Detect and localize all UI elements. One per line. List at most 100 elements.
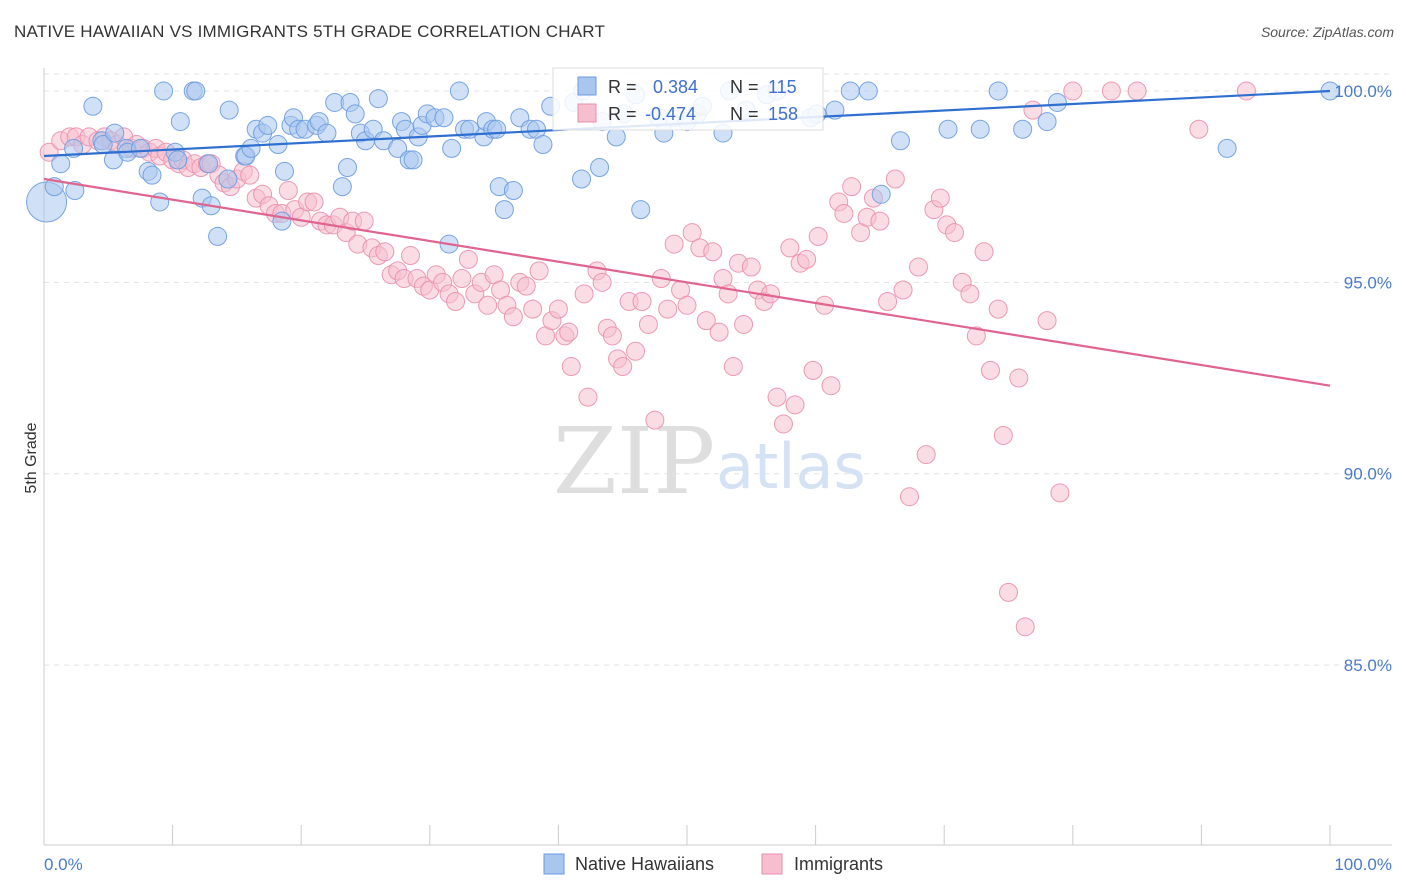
- immigrant-point: [561, 357, 581, 377]
- native-hawaiian-point: [219, 100, 239, 120]
- legend-swatch-native-hawaiians: [543, 853, 565, 875]
- immigrant-point: [908, 257, 928, 277]
- native-hawaiian-point: [606, 127, 626, 147]
- native-hawaiian-point: [487, 119, 507, 139]
- immigrant-point: [974, 242, 994, 262]
- native-hawaiian-point: [258, 115, 278, 135]
- native-hawaiian-point: [168, 150, 188, 170]
- immigrant-point: [834, 203, 854, 223]
- native-hawaiian-point: [442, 138, 462, 158]
- native-hawaiian-point: [317, 123, 337, 143]
- native-hawaiian-point: [403, 150, 423, 170]
- stats-n-value-1: 115: [768, 77, 797, 97]
- immigrant-point: [664, 234, 684, 254]
- native-hawaiian-point: [51, 154, 71, 174]
- native-hawaiian-point: [825, 100, 845, 120]
- immigrant-point: [966, 326, 986, 346]
- stats-swatch-immigrants: [577, 103, 597, 123]
- native-hawaiian-point: [434, 108, 454, 128]
- immigrant-point: [516, 276, 536, 296]
- immigrant-point: [734, 314, 754, 334]
- immigrant-point: [1015, 617, 1035, 637]
- immigrants-points: [39, 81, 1256, 637]
- immigrant-point: [401, 246, 421, 266]
- native-hawaiian-point: [274, 161, 294, 181]
- native-hawaiian-point: [208, 226, 228, 246]
- immigrant-point: [559, 322, 579, 342]
- native-hawaiian-point: [272, 211, 292, 231]
- native-hawaiian-point: [337, 158, 357, 178]
- stats-legend-box: R = 0.384 N = 115 R = -0.474 N = 158: [552, 67, 824, 131]
- native-hawaiian-point: [130, 138, 150, 158]
- native-hawaiian-point: [503, 180, 523, 200]
- immigrant-point: [1127, 81, 1147, 101]
- immigrant-point: [870, 211, 890, 231]
- immigrant-point: [529, 261, 549, 281]
- immigrant-point: [988, 299, 1008, 319]
- immigrant-point: [278, 180, 298, 200]
- immigrant-point: [578, 387, 598, 407]
- immigrant-point: [893, 280, 913, 300]
- immigrant-point: [458, 249, 478, 269]
- native-hawaiian-point: [533, 135, 553, 155]
- immigrant-point: [767, 387, 787, 407]
- stats-r-value-2: -0.474: [645, 104, 696, 124]
- immigrant-point: [677, 295, 697, 315]
- native-hawaiian-point: [1047, 92, 1067, 112]
- native-hawaiian-point: [1037, 112, 1057, 132]
- immigrant-point: [548, 299, 568, 319]
- stats-n-label-2: N =: [730, 104, 759, 124]
- immigrant-point: [899, 487, 919, 507]
- immigrant-point: [1189, 119, 1209, 139]
- immigrant-point: [797, 249, 817, 269]
- native-hawaiian-point: [572, 169, 592, 189]
- native-hawaiian-point: [590, 158, 610, 178]
- native-hawaiian-point: [64, 138, 84, 158]
- native-hawaiian-point: [345, 104, 365, 124]
- immigrant-point: [980, 360, 1000, 380]
- native-hawaiian-point: [170, 112, 190, 132]
- native-hawaiian-point: [494, 200, 514, 220]
- stats-n-label-1: N =: [730, 77, 759, 97]
- x-tick-label-max: 100.0%: [1334, 855, 1392, 874]
- immigrant-point: [304, 192, 324, 212]
- immigrant-point: [780, 238, 800, 258]
- x-tick-label-min: 0.0%: [44, 855, 83, 874]
- immigrant-point: [1063, 81, 1083, 101]
- native-hawaiian-point: [332, 177, 352, 197]
- native-hawaiian-point: [631, 200, 651, 220]
- native-hawaiian-point: [105, 123, 125, 143]
- y-tick-label: 85.0%: [1344, 656, 1392, 675]
- y-tick-label: 95.0%: [1344, 273, 1392, 292]
- immigrant-point: [1009, 368, 1029, 388]
- immigrant-point: [703, 242, 723, 262]
- watermark-zip: ZIP: [553, 408, 715, 515]
- native-hawaiian-point: [368, 89, 388, 109]
- immigrant-point: [944, 223, 964, 243]
- trend-line-immigrants: [43, 177, 1331, 387]
- native-hawaiian-point: [988, 81, 1008, 101]
- immigrant-point: [503, 307, 523, 327]
- y-tick-label: 90.0%: [1344, 465, 1392, 484]
- y-axis-label: 5th Grade: [23, 422, 40, 493]
- legend-label-native-hawaiians: Native Hawaiians: [575, 854, 714, 874]
- native-hawaiian-point: [83, 96, 103, 116]
- immigrant-point: [960, 284, 980, 304]
- immigrant-point: [574, 284, 594, 304]
- immigrant-point: [682, 223, 702, 243]
- immigrant-point: [709, 322, 729, 342]
- bottom-legend: Native Hawaiians Immigrants: [543, 853, 883, 875]
- immigrant-point: [1101, 81, 1121, 101]
- immigrant-point: [632, 291, 652, 311]
- immigrant-point: [999, 582, 1018, 602]
- immigrant-point: [638, 314, 658, 334]
- immigrant-point: [773, 414, 793, 434]
- y-tick-label: 100.0%: [1334, 82, 1392, 101]
- immigrant-point: [658, 299, 678, 319]
- immigrant-point: [696, 311, 716, 331]
- immigrant-point: [645, 410, 665, 430]
- immigrant-point: [446, 291, 466, 311]
- native-hawaiian-point: [199, 154, 219, 174]
- chart-source: Source: ZipAtlas.com: [1260, 24, 1394, 40]
- legend-swatch-immigrants: [761, 853, 783, 875]
